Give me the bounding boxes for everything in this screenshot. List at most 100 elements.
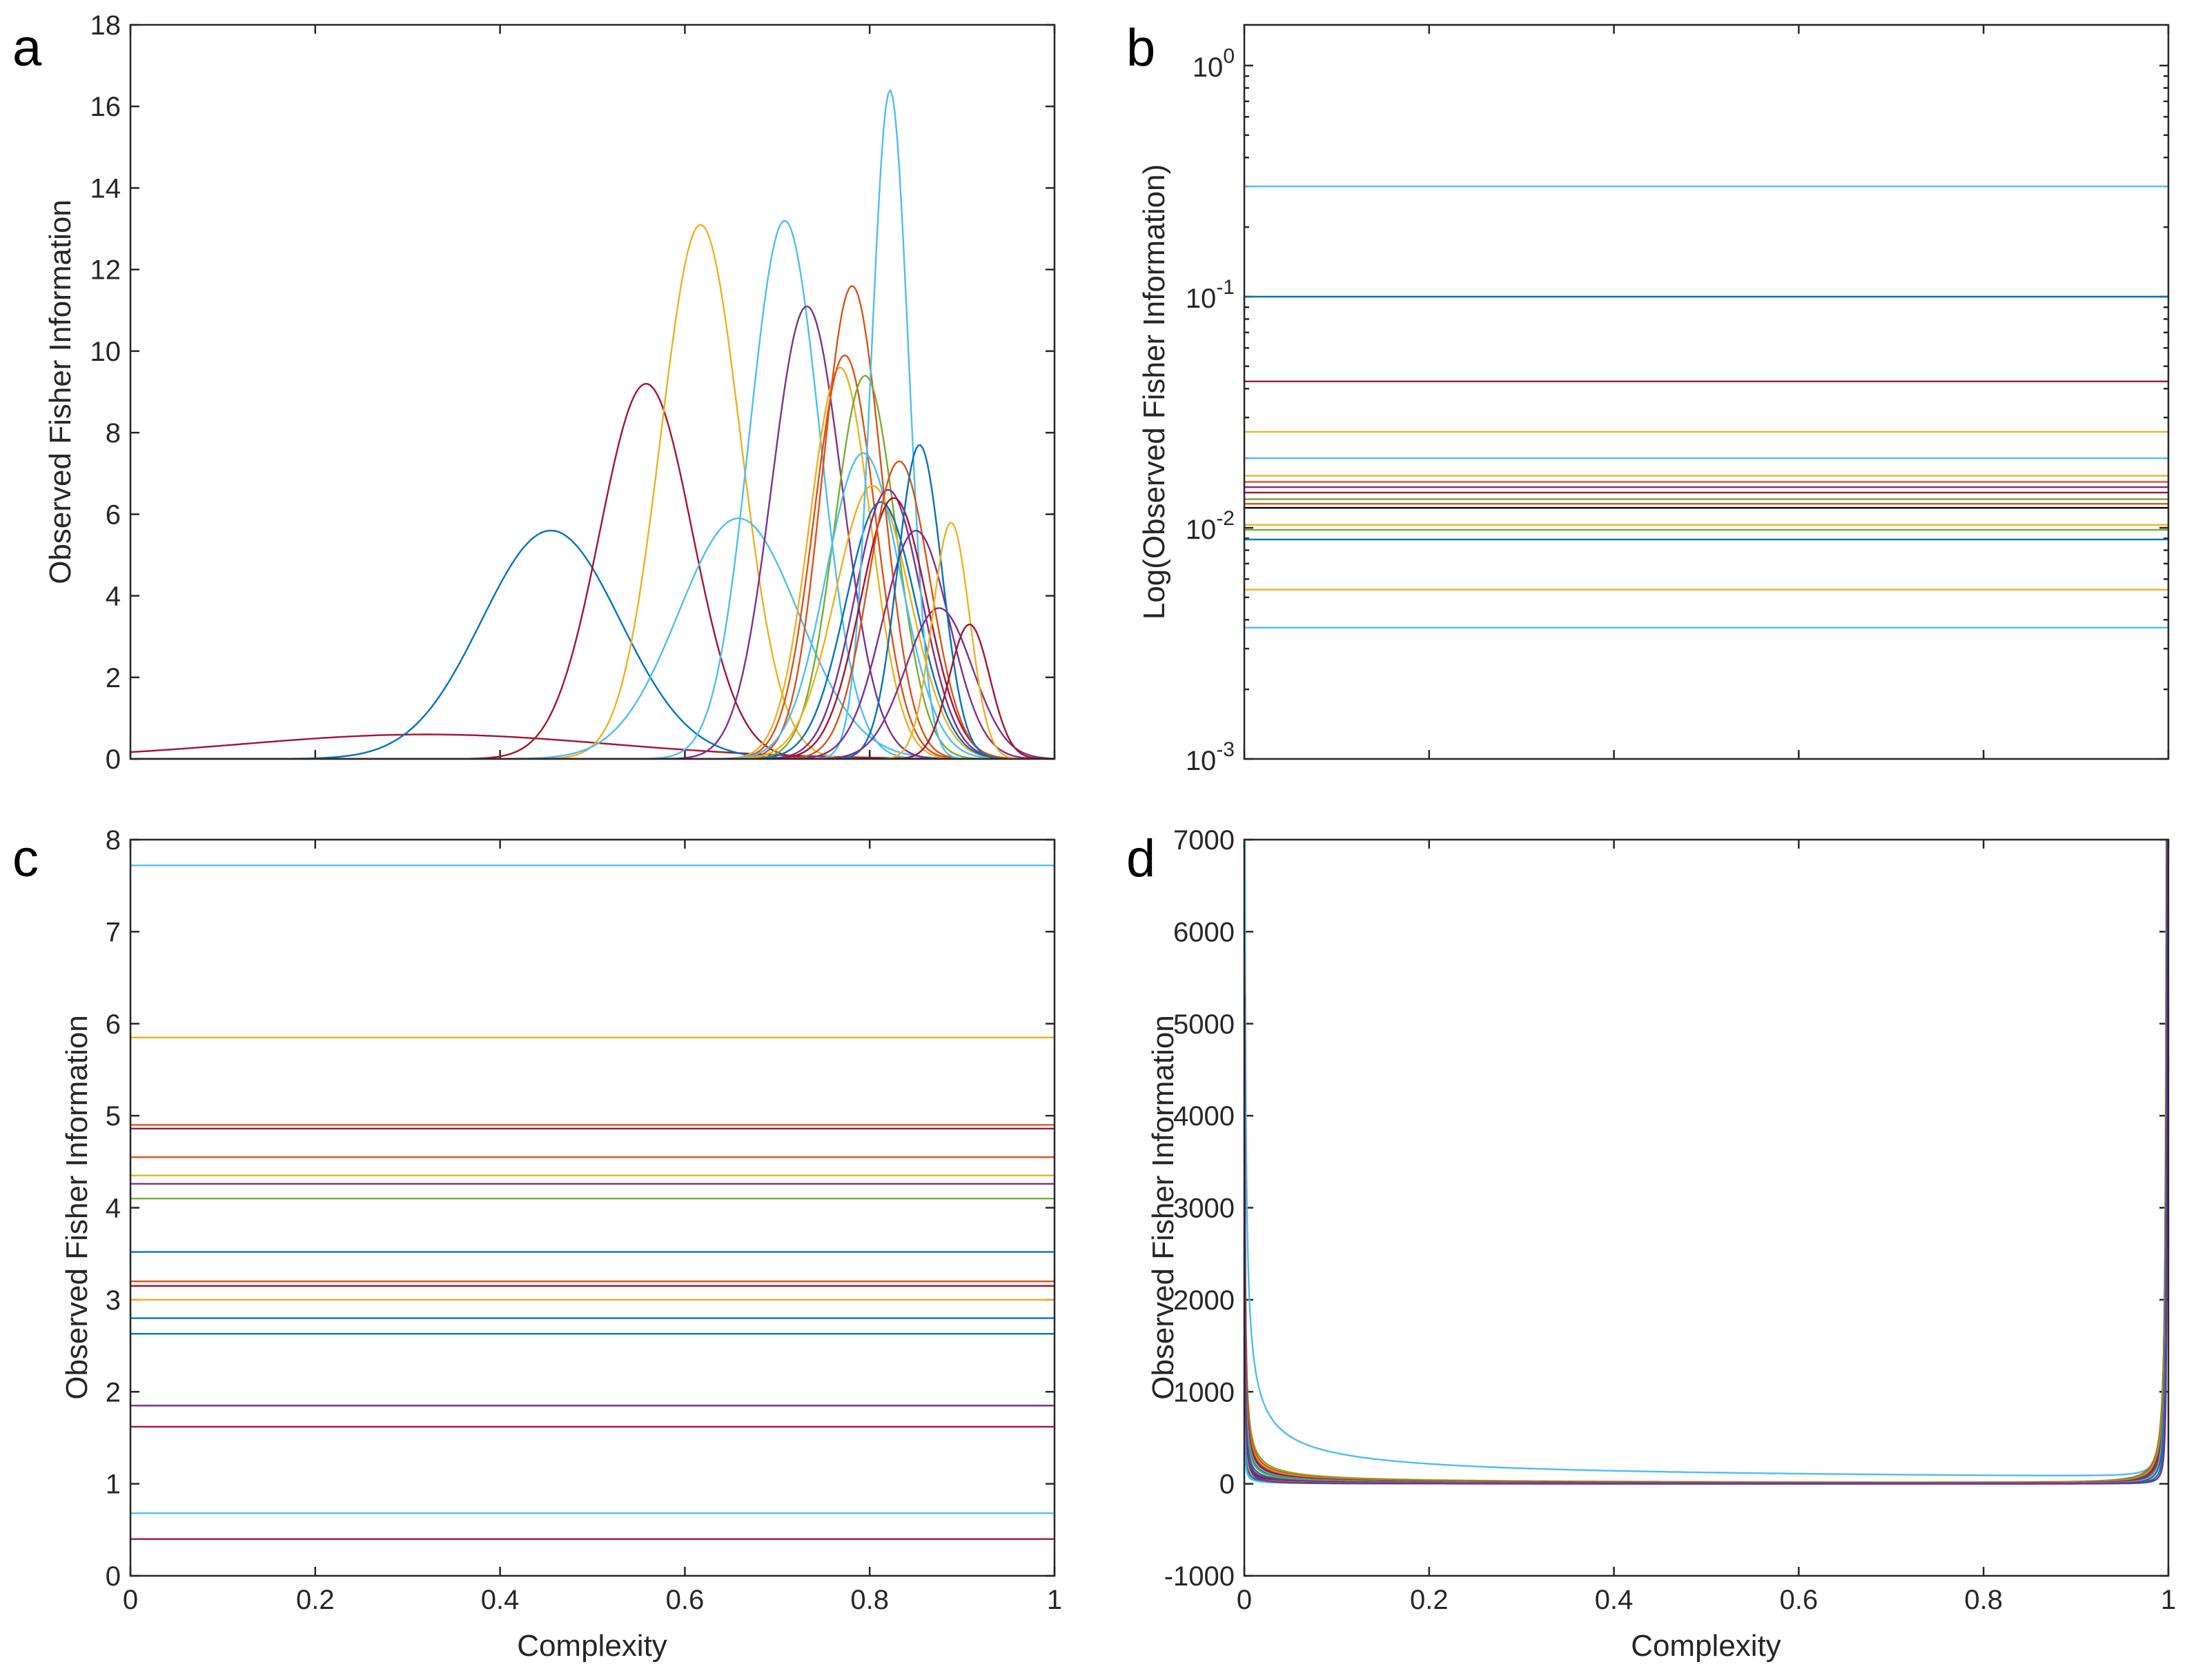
- y-tick-label: 8: [106, 418, 121, 448]
- panel-a: a 0 2 4 6 8 10 12 14 16 18 Observed Fisher Inform…: [12, 10, 1056, 775]
- panel-b-series: [1244, 25, 2168, 629]
- y-tick-label: 0: [106, 744, 121, 775]
- panel-d: d 0 0.2 0.4 0.6 0.8 1-10000100020003000400050…: [1126, 825, 2176, 1663]
- series-line: [1244, 840, 2168, 1483]
- panel-b-letter: b: [1126, 19, 1155, 77]
- panel-c-letter: c: [12, 829, 39, 888]
- panel-d-xlabel: Complexity: [1631, 1629, 1781, 1663]
- y-tick-label: 7: [106, 917, 121, 947]
- y-tick-base: 10: [1186, 746, 1217, 776]
- x-tick-label: 0: [123, 1585, 138, 1615]
- y-tick-label: 18: [90, 10, 121, 41]
- series-line: [1244, 840, 2168, 1484]
- series-line: [1244, 840, 2168, 1484]
- y-tick-base: 10: [1193, 52, 1224, 83]
- panel-c-series: [130, 864, 1055, 1540]
- panel-d-letter: d: [1126, 829, 1155, 888]
- y-tick-label: 2: [106, 1377, 121, 1407]
- series-group: [1244, 840, 2168, 1485]
- x-tick-label: 0.6: [1780, 1585, 1818, 1615]
- y-tick-label: -1000: [1164, 1561, 1235, 1592]
- x-tick-label: 0.8: [850, 1585, 889, 1615]
- series-line: [1244, 840, 2168, 1485]
- series-line: [130, 529, 1055, 759]
- panel-a-frame: [129, 23, 1056, 760]
- series-line: [130, 497, 1055, 759]
- series-line: [130, 366, 1055, 759]
- series-line: [1244, 840, 2168, 1485]
- y-tick-label: 0: [1219, 1470, 1235, 1500]
- y-tick-label: 4: [106, 1194, 121, 1224]
- panel-c: c 0 0.2 0.4 0.6 0.8 1 0 1 2 3 4 5 6 7 8 Observed Fishe…: [12, 825, 1062, 1663]
- series-line: [130, 285, 1055, 759]
- series-line: [1244, 840, 2168, 1484]
- series-line: [1244, 840, 2168, 1476]
- y-tick-label: 2000: [1173, 1285, 1235, 1316]
- y-tick-exponent: -3: [1216, 738, 1235, 761]
- series-group: [130, 864, 1055, 1540]
- y-tick-base: 10: [1186, 284, 1217, 314]
- series-group: [130, 88, 1055, 759]
- series-group: [1244, 25, 2168, 629]
- series-line: [1244, 840, 2168, 1485]
- y-tick-label: 4: [106, 582, 121, 612]
- panel-d-frame: [1243, 838, 2170, 1577]
- series-line: [130, 305, 1055, 759]
- series-line: [130, 375, 1055, 759]
- series-line: [130, 219, 1055, 759]
- series-line: [1244, 840, 2168, 1485]
- series-line: [1244, 840, 2168, 1484]
- y-tick-label: 0: [106, 1561, 121, 1592]
- series-line: [130, 444, 1055, 759]
- y-tick-label: 3: [106, 1285, 121, 1316]
- series-line: [130, 224, 1055, 759]
- y-tick-label: 2: [106, 663, 121, 693]
- y-tick-label: 5000: [1173, 1009, 1235, 1040]
- x-tick-label: 1: [2161, 1585, 2176, 1615]
- x-tick-label: 0.4: [481, 1585, 520, 1615]
- panel-d-ylabel: Observed Fisher Information: [1146, 1015, 1180, 1400]
- y-tick-exponent: -2: [1216, 507, 1235, 530]
- x-tick-label: 1: [1047, 1585, 1062, 1615]
- y-tick-label: 12: [90, 255, 121, 286]
- panel-c-ticks: 0 0.2 0.4 0.6 0.8 1 0 1 2 3 4 5 6 7 8: [106, 825, 1062, 1615]
- series-line: [130, 452, 1055, 759]
- panel-c-ylabel: Observed Fisher Information: [60, 1015, 94, 1400]
- y-tick-label: 3000: [1173, 1194, 1235, 1224]
- x-tick-label: 0.2: [1410, 1585, 1449, 1615]
- series-line: [130, 460, 1055, 759]
- y-tick-label: 7000: [1173, 825, 1235, 856]
- y-tick-label: 4000: [1173, 1101, 1235, 1131]
- series-line: [1244, 840, 2168, 1484]
- series-line: [1244, 840, 2168, 1485]
- y-tick-label: 1000: [1173, 1377, 1235, 1407]
- series-line: [130, 354, 1055, 759]
- x-tick-label: 0.8: [1964, 1585, 2003, 1615]
- series-line: [1244, 840, 2168, 1484]
- panel-d-ticks: 0 0.2 0.4 0.6 0.8 1-1000010002000300040005000…: [1164, 825, 2176, 1615]
- series-line: [1244, 840, 2168, 1484]
- x-tick-label: 0.4: [1595, 1585, 1634, 1615]
- series-line: [130, 382, 1055, 759]
- x-tick-label: 0.6: [666, 1585, 705, 1615]
- panel-c-xlabel: Complexity: [517, 1629, 667, 1663]
- y-tick-exponent: 0: [1223, 45, 1235, 68]
- x-tick-label: 0.2: [296, 1585, 335, 1615]
- series-line: [1244, 840, 2168, 1485]
- y-tick-label: 10-2: [1186, 507, 1235, 545]
- y-tick-label: 5: [106, 1101, 121, 1131]
- series-line: [130, 88, 1055, 759]
- series-line: [1244, 840, 2168, 1485]
- panel-d-series: [1244, 840, 2168, 1485]
- y-tick-label: 16: [90, 92, 121, 122]
- panel-a-series: [130, 88, 1055, 759]
- x-tick-label: 0: [1237, 1585, 1252, 1615]
- series-line: [1244, 840, 2168, 1483]
- panel-a-ylabel: Observed Fisher Information: [43, 199, 77, 584]
- series-line: [130, 607, 1055, 759]
- y-tick-label: 1: [106, 1470, 121, 1500]
- y-tick-label: 10: [90, 337, 121, 367]
- y-tick-label: 10-1: [1186, 276, 1235, 314]
